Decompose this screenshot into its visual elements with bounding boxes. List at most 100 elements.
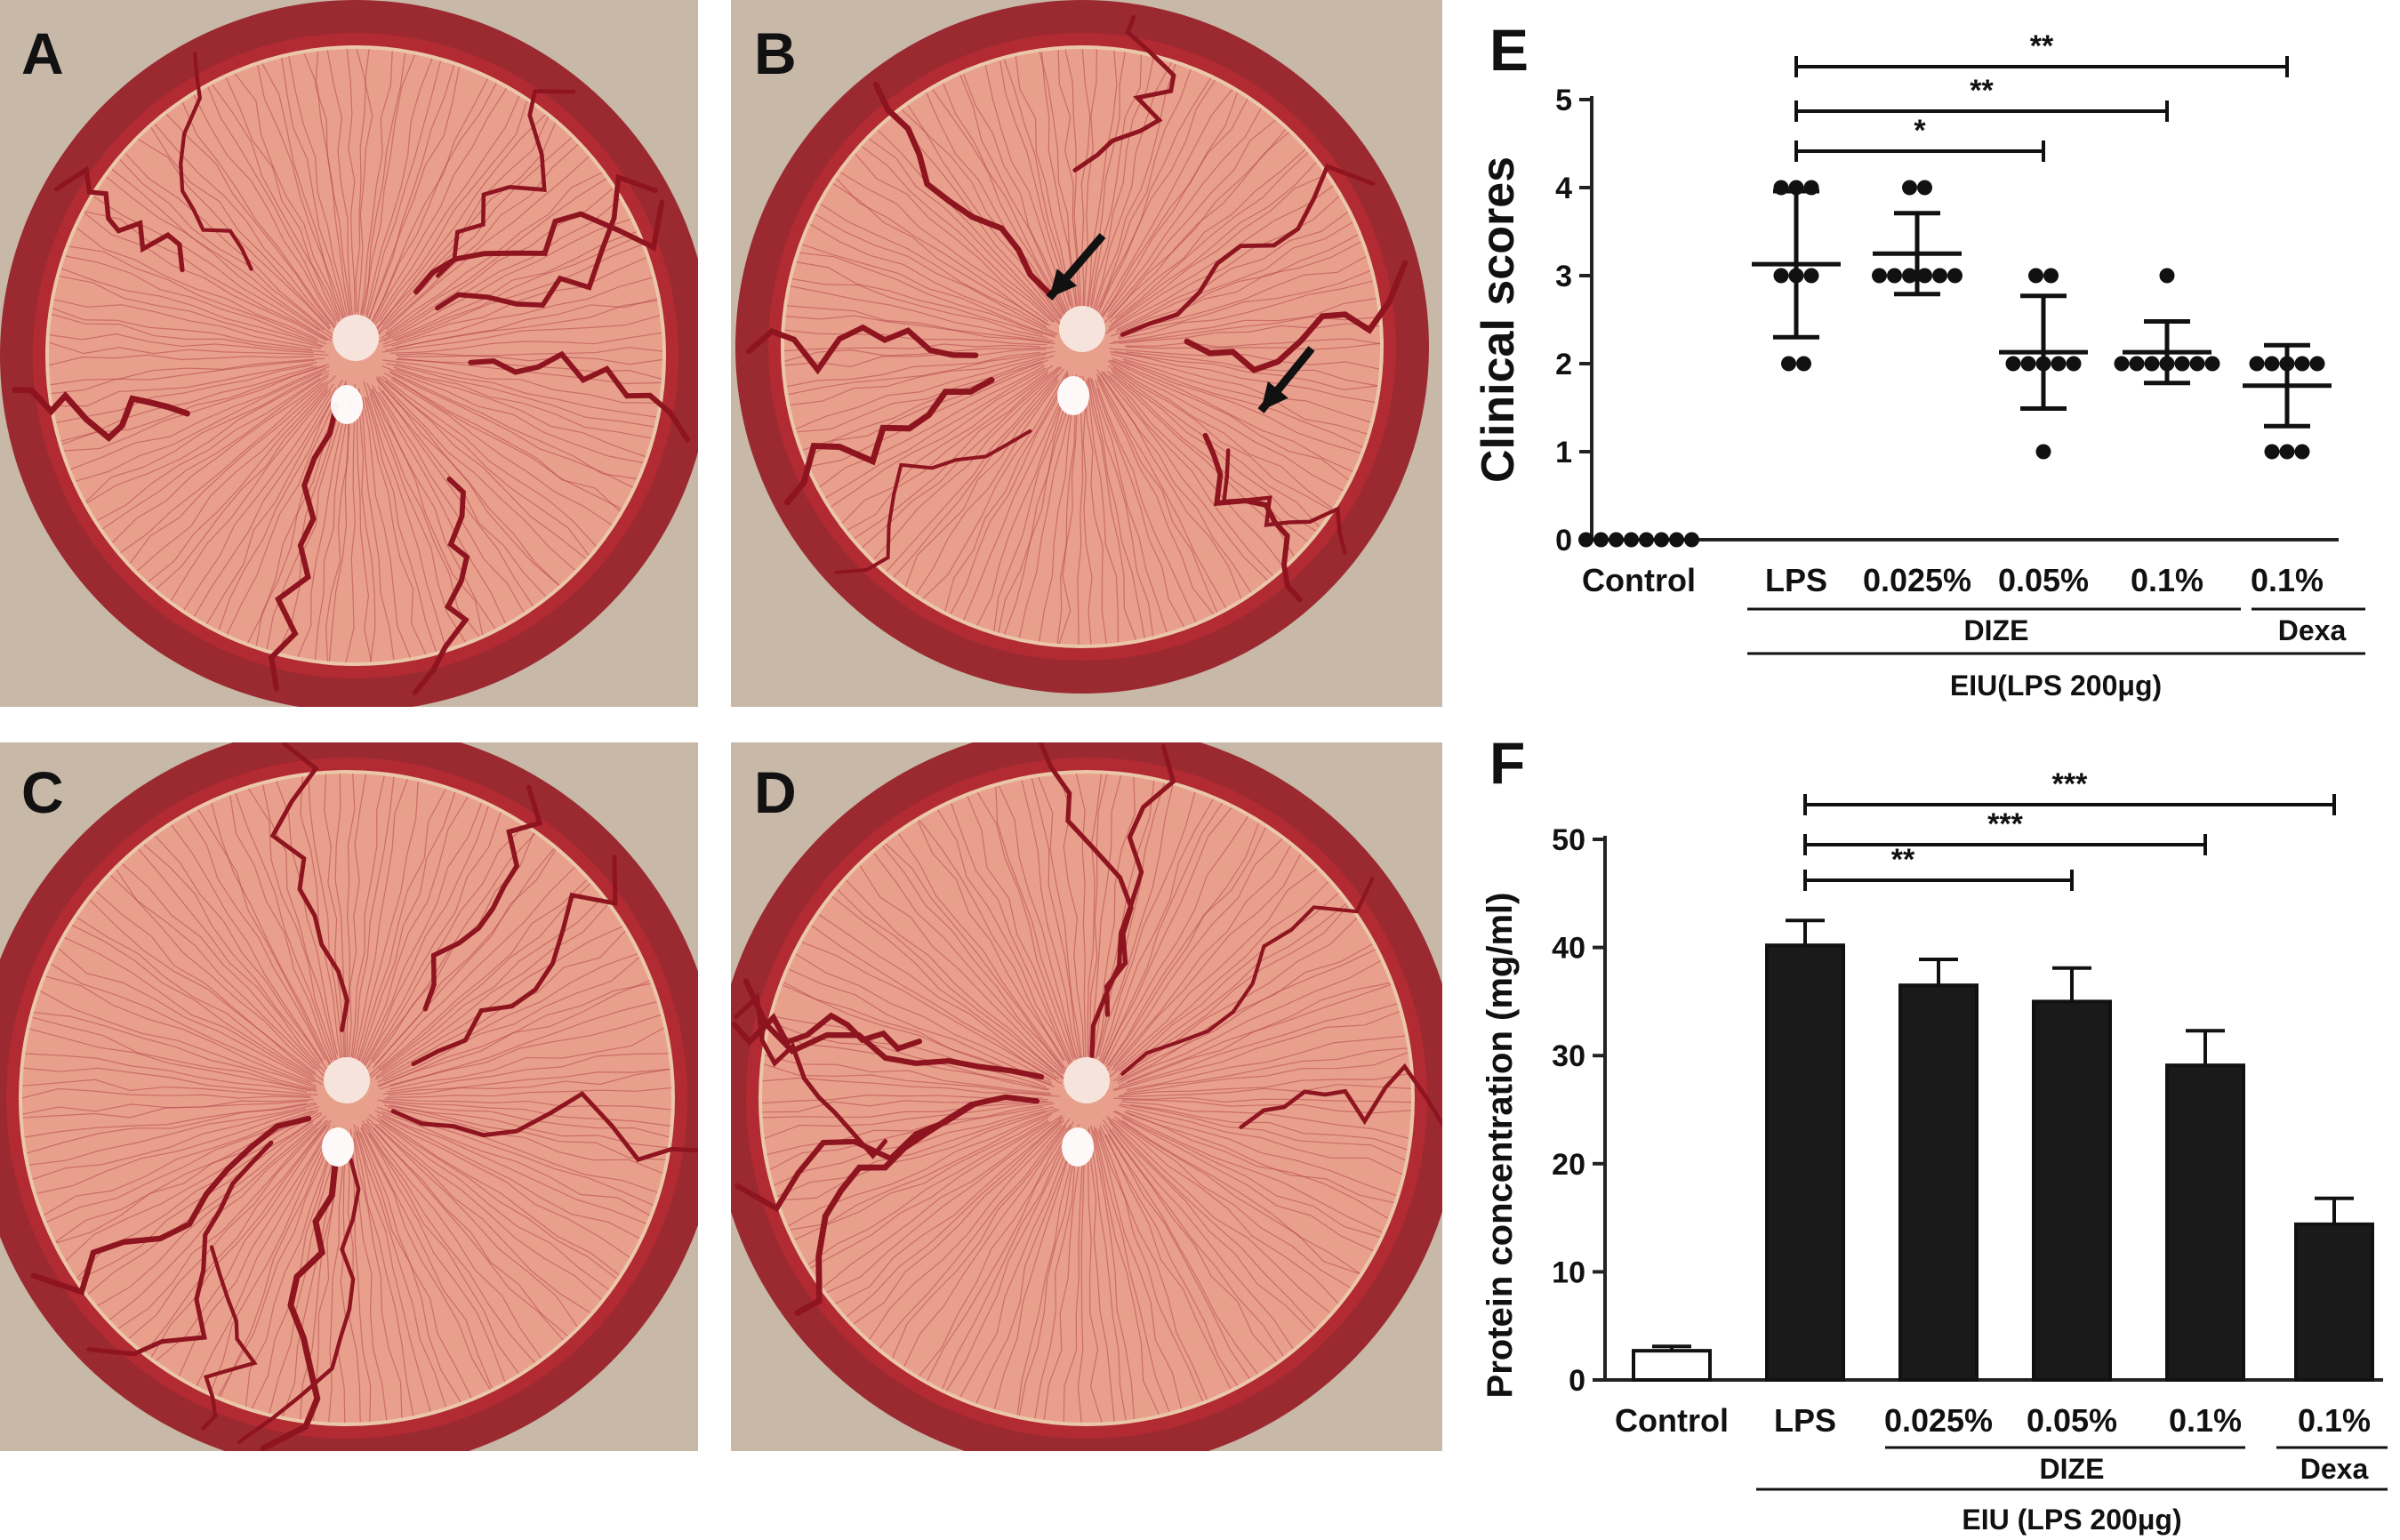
- fine-vessel: [376, 1106, 658, 1193]
- fine-vessel: [1112, 918, 1358, 1082]
- fine-vessel: [1109, 148, 1306, 323]
- fine-vessel: [197, 809, 334, 1073]
- group-label-dexa: Dexa: [2278, 614, 2347, 646]
- fine-vessel: [1088, 774, 1108, 1068]
- fine-vessel: [1089, 377, 1154, 637]
- panel-label-b: B: [754, 20, 797, 86]
- fine-vessel: [1126, 1112, 1389, 1219]
- fine-vessel: [951, 803, 1072, 1065]
- panel-label-a: A: [21, 20, 64, 86]
- fine-vessel: [138, 848, 326, 1073]
- fine-vessel: [365, 58, 433, 316]
- fine-vessel: [281, 58, 349, 329]
- fine-vessel: [1098, 784, 1174, 1056]
- fine-vessel: [1100, 802, 1223, 1066]
- fine-vessel: [762, 1100, 1048, 1119]
- fine-vessel: [919, 819, 1065, 1061]
- fine-vessel: [873, 367, 1063, 560]
- fine-vessel: [1118, 1084, 1411, 1098]
- fine-vessel: [65, 255, 318, 343]
- fine-vessel: [879, 1119, 1071, 1349]
- fine-vessel: [1090, 1125, 1136, 1420]
- fine-vessel: [44, 1110, 314, 1216]
- fine-vessel: [144, 1120, 329, 1353]
- data-point: [2114, 356, 2130, 372]
- fine-vessel: [384, 1098, 671, 1111]
- fine-vessel: [92, 196, 332, 341]
- fine-vessel: [794, 1116, 1049, 1240]
- fine-vessel: [859, 865, 1063, 1074]
- fine-vessel: [356, 1131, 446, 1408]
- fine-vessel: [1113, 1096, 1411, 1103]
- light-reflection: [331, 385, 363, 424]
- fine-vessel: [211, 803, 333, 1070]
- x-tick-label: 0.025%: [1863, 562, 1971, 598]
- data-point: [2294, 444, 2310, 460]
- fine-vessel: [1112, 359, 1353, 472]
- fine-vessel: [788, 350, 1056, 396]
- fine-vessel: [387, 1107, 663, 1175]
- fine-vessel: [154, 124, 330, 325]
- fine-vessel: [1003, 382, 1074, 635]
- fine-vessel: [386, 1053, 669, 1093]
- fine-vessel: [1102, 807, 1232, 1065]
- fine-vessel: [765, 1055, 1052, 1095]
- fine-vessel: [71, 925, 316, 1079]
- fine-vessel: [352, 781, 419, 1071]
- panel-label-c: C: [21, 759, 64, 825]
- fine-vessel: [371, 389, 484, 636]
- fine-vessel: [49, 333, 314, 354]
- fine-vessel: [1077, 1133, 1087, 1424]
- fine-vessel: [373, 88, 507, 325]
- fine-vessel: [110, 875, 317, 1071]
- fine-vessel: [365, 1119, 564, 1341]
- fine-vessel: [386, 1087, 671, 1098]
- fine-vessel: [379, 100, 528, 322]
- fine-vessel: [1126, 1035, 1406, 1091]
- y-tick-label: 1: [1555, 436, 1572, 469]
- fine-vessel: [1107, 1118, 1316, 1329]
- fine-vessel: [1113, 1116, 1361, 1275]
- fine-vessel: [70, 365, 330, 470]
- fine-vessel: [1102, 1119, 1284, 1357]
- fine-vessel: [762, 1077, 1060, 1097]
- fine-vessel: [877, 129, 1062, 325]
- fine-vessel: [150, 126, 331, 329]
- fine-vessel: [1087, 52, 1126, 311]
- fine-vessel: [1112, 357, 1361, 454]
- fine-vessel: [349, 1136, 372, 1423]
- fine-vessel: [308, 775, 343, 1059]
- fine-vessel: [89, 899, 324, 1081]
- fine-vessel: [357, 791, 456, 1063]
- fine-vessel: [136, 375, 336, 572]
- fine-vessel: [361, 52, 406, 315]
- fine-vessel: [234, 73, 341, 318]
- fine-vessel: [917, 820, 1064, 1062]
- fine-vessel: [1092, 62, 1172, 311]
- fine-vessel: [869, 1125, 1063, 1340]
- fine-vessel: [156, 1119, 333, 1361]
- fine-vessel: [32, 1016, 317, 1092]
- fine-vessel: [377, 1117, 620, 1276]
- fine-vessel: [904, 378, 1058, 588]
- fine-vessel: [229, 795, 338, 1074]
- major-vessel: [237, 1158, 361, 1444]
- fine-vessel: [372, 384, 506, 624]
- fine-vessel: [1124, 338, 1381, 348]
- fine-vessel: [790, 1113, 1052, 1231]
- fine-vessel: [368, 1114, 610, 1290]
- y-tick-label: 5: [1555, 84, 1572, 117]
- fine-vessel: [818, 914, 1060, 1079]
- fine-vessel: [778, 1108, 1057, 1201]
- data-point: [2043, 268, 2059, 284]
- fine-vessel: [350, 776, 395, 1065]
- fine-vessel: [377, 386, 534, 606]
- data-point: [2249, 356, 2265, 372]
- fine-vessel: [61, 364, 329, 445]
- fine-vessel: [1113, 1010, 1400, 1092]
- x-tick-label: 0.05%: [2027, 1402, 2117, 1439]
- x-tick-label: Control: [1582, 562, 1696, 598]
- fine-vessel: [374, 1110, 646, 1224]
- fine-vessel: [226, 394, 339, 635]
- fine-vessel: [837, 889, 1064, 1080]
